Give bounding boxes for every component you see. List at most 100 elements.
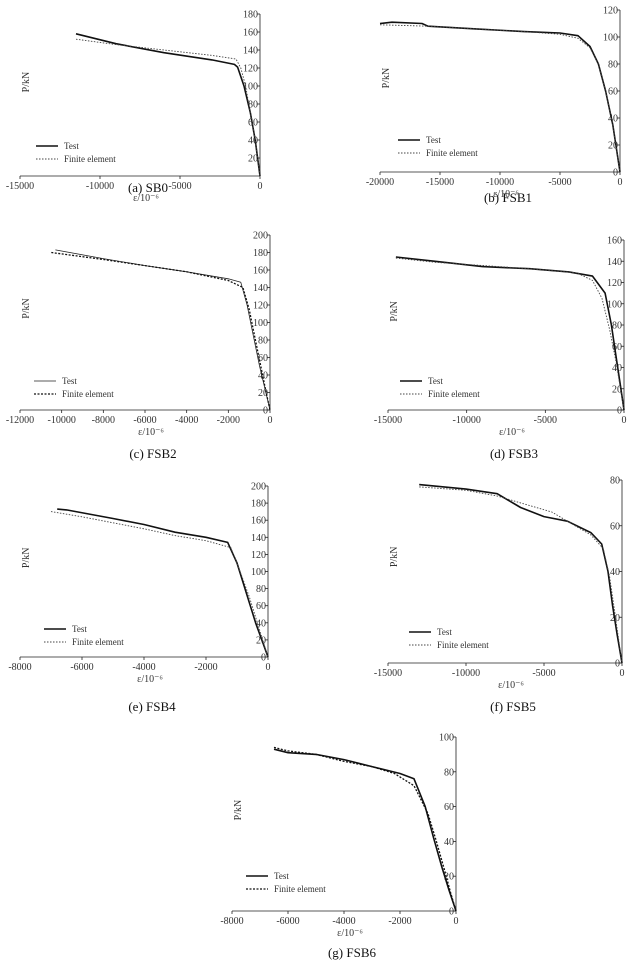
x-tick-label: -10000 [86,181,114,192]
legend-label: Test [62,376,77,386]
legend-label: Finite element [72,637,124,647]
y-tick-label: 80 [612,321,622,332]
y-tick-label: 160 [243,28,258,39]
series-line-finite-element [379,24,621,173]
y-tick-label: 20 [258,388,268,399]
legend-label: Finite element [274,884,326,894]
x-tick-label: -5000 [534,415,557,426]
x-axis-label: ε/10⁻⁶ [498,680,524,691]
x-tick-label: -6000 [70,662,93,673]
chart-panel-2: -12000 -10000 -8000 -6000 -4000 -2000 00 20 40 60… [6,231,273,462]
x-tick-label: -8000 [92,415,115,426]
y-tick-label: 60 [608,87,618,98]
y-axis-label: P/kN [233,800,244,821]
x-tick-label: 0 [622,415,627,426]
series-line-finite-element [273,746,457,912]
x-axis-label: ε/10⁻⁶ [137,674,163,685]
panel-caption: (e) FSB4 [128,699,176,714]
series-line-finite-element [395,257,625,411]
series-line-finite-element [419,486,623,664]
y-tick-label: 100 [439,733,454,744]
legend-label: Test [437,627,452,637]
legend-label: Test [426,135,441,145]
y-tick-label: 100 [251,567,266,578]
y-tick-label: 20 [608,141,618,152]
chart-panel-4: -8000 -6000 -4000 -2000 00 20 40 60 80 100 120 140 1… [8,482,270,715]
y-tick-label: 60 [258,353,268,364]
legend-label: Finite element [62,389,114,399]
y-axis-label: P/kN [389,547,400,568]
y-tick-label: 100 [607,299,622,310]
y-tick-label: 200 [251,482,266,493]
x-tick-label: -4000 [132,662,155,673]
y-tick-label: 180 [243,10,258,21]
x-tick-label: -8000 [8,662,31,673]
x-axis-label: ε/10⁻⁶ [493,189,519,200]
x-tick-label: -8000 [220,916,243,927]
chart-panel-6: -8000 -6000 -4000 -2000 00 20 40 60 80 100 ε/10⁻⁶ P… [220,733,458,961]
x-tick-label: 0 [268,415,273,426]
panel-caption: (f) FSB5 [490,699,536,714]
x-tick-label: -15000 [6,181,34,192]
y-axis-label: P/kN [21,72,32,93]
x-tick-label: -15000 [426,177,454,188]
y-tick-label: 0 [615,659,620,670]
panel-caption: (c) FSB2 [129,446,176,461]
series-line-finite-element [51,251,271,411]
x-axis-label: ε/10⁻⁶ [499,427,525,438]
x-tick-label: -5000 [548,177,571,188]
legend-label: Test [64,141,79,151]
x-tick-label: -15000 [374,415,402,426]
y-tick-label: 100 [253,318,268,329]
chart-panel-3: -15000 -10000 -5000 00 20 40 60 80 100 120 140 160 ε… [374,236,627,462]
y-tick-label: 0 [617,406,622,417]
y-tick-label: 40 [256,618,266,629]
x-tick-label: -20000 [366,177,394,188]
series-line-test [57,508,269,658]
chart-panel-0: -15000 -10000 -5000 0 20 40 60 80 100 120 140 160 18… [6,10,263,205]
series-line-finite-element [75,38,261,177]
y-tick-label: 160 [607,236,622,247]
y-tick-label: 40 [444,837,454,848]
y-tick-label: 140 [607,257,622,268]
legend-label: Test [274,871,289,881]
legend-label: Finite element [437,640,489,650]
y-tick-label: 120 [243,64,258,75]
y-tick-label: 80 [610,476,620,487]
y-tick-label: 20 [444,872,454,883]
series-line-test [379,21,621,173]
x-tick-label: -15000 [374,668,402,679]
y-tick-label: 140 [243,46,258,57]
x-tick-label: -4000 [332,916,355,927]
y-axis-label: P/kN [21,548,32,569]
x-tick-label: -5000 [532,668,555,679]
y-tick-label: 180 [253,248,268,259]
y-tick-label: 60 [612,342,622,353]
x-tick-label: -2000 [217,415,240,426]
x-tick-label: -2000 [388,916,411,927]
y-tick-label: 60 [248,118,258,129]
x-tick-label: 0 [266,662,271,673]
series-line-test [419,483,623,664]
legend-label: Test [428,376,443,386]
chart-panel-1: -20000 -15000 -10000 -5000 00 20 40 60 80 100 120 ε… [366,6,623,206]
x-tick-label: 0 [618,177,623,188]
y-tick-label: 40 [612,363,622,374]
y-tick-label: 100 [603,33,618,44]
y-tick-label: 20 [248,154,258,165]
y-tick-label: 80 [608,60,618,71]
y-tick-label: 60 [610,521,620,532]
y-tick-label: 0 [261,653,266,664]
x-tick-label: -10000 [486,177,514,188]
legend-label: Finite element [428,389,480,399]
x-tick-label: -6000 [276,916,299,927]
panel-caption: (a) SB0 [128,180,168,195]
series-line-test [273,748,457,912]
y-tick-label: 80 [256,584,266,595]
x-tick-label: -2000 [194,662,217,673]
x-tick-label: 0 [258,181,263,192]
x-tick-label: -6000 [133,415,156,426]
series-line-test [55,249,271,411]
x-axis-label: ε/10⁻⁶ [337,928,363,939]
x-tick-label: -12000 [6,415,34,426]
